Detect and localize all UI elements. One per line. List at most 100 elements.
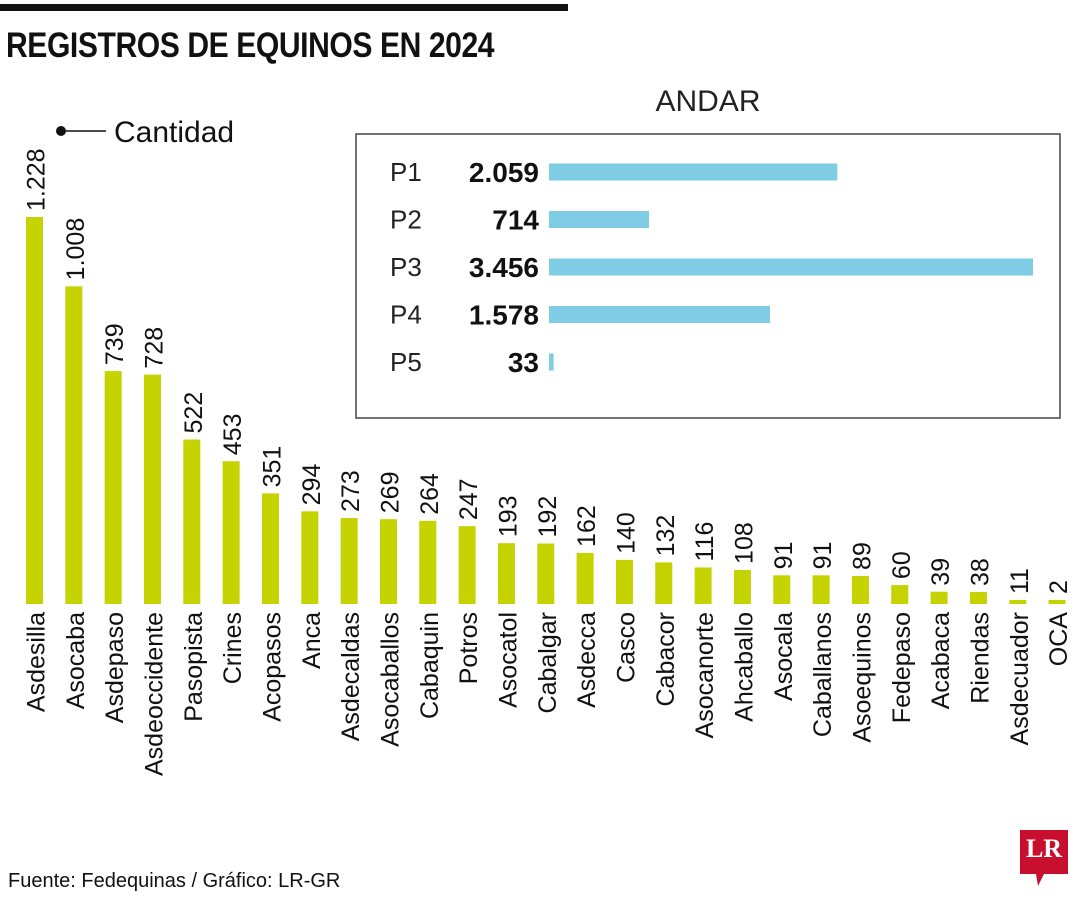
category-label: Cabacor bbox=[652, 612, 680, 707]
bar-asocaba bbox=[65, 286, 83, 604]
category-label: Caballanos bbox=[809, 612, 837, 737]
inset-bar-p3 bbox=[549, 258, 1033, 276]
bar-crines bbox=[222, 461, 240, 604]
bar-asoequinos bbox=[851, 575, 869, 604]
value-label: 91 bbox=[809, 542, 837, 570]
bar-asocatol bbox=[497, 543, 515, 604]
bar-asdesilla bbox=[26, 217, 43, 604]
lr-logo: LR bbox=[1020, 830, 1068, 886]
value-label: 728 bbox=[140, 327, 168, 369]
inset-value-label: 2.059 bbox=[469, 157, 539, 188]
value-label: 192 bbox=[534, 496, 562, 538]
inset-bar-p5 bbox=[549, 353, 554, 371]
category-label: Asocatol bbox=[494, 612, 522, 708]
inset-bar-p4 bbox=[549, 306, 770, 323]
value-label: 522 bbox=[180, 392, 208, 434]
bar-asdecaldas bbox=[340, 517, 358, 604]
value-label: 351 bbox=[258, 446, 286, 488]
inset-category-label: P5 bbox=[390, 347, 422, 377]
inset-value-label: 3.456 bbox=[469, 252, 539, 283]
value-label: 89 bbox=[848, 542, 876, 570]
bar-riendas bbox=[969, 592, 987, 604]
category-label: Asocala bbox=[770, 612, 798, 701]
bar-asdecuador bbox=[1009, 600, 1027, 604]
category-label: Asocaballos bbox=[376, 612, 404, 747]
value-label: 739 bbox=[101, 323, 129, 365]
logo-badge bbox=[1020, 830, 1068, 886]
inset-value-label: 714 bbox=[492, 205, 539, 236]
inset-category-label: P1 bbox=[390, 157, 422, 187]
value-label: 1.228 bbox=[23, 148, 51, 211]
category-label: Acopasos bbox=[258, 612, 286, 722]
inset-bar-chart: P1 2.059 P2 714 P3 3.456 P4 1.578 P5 33 bbox=[390, 157, 1033, 378]
category-label: Asdepaso bbox=[101, 612, 129, 723]
category-label: Cabalgar bbox=[534, 612, 562, 713]
value-label: 108 bbox=[730, 522, 758, 564]
value-label: 116 bbox=[691, 522, 719, 562]
value-label: 60 bbox=[888, 551, 916, 579]
bar-asdepaso bbox=[104, 371, 122, 604]
main-bar-chart: 1.228 Asdesilla 1.008 Asocaba 739 Asdepaso 728… bbox=[23, 148, 1074, 776]
category-label: Asdeoccidente bbox=[140, 612, 168, 776]
value-label: 273 bbox=[337, 470, 365, 512]
inset-bar-p1 bbox=[549, 163, 838, 181]
value-label: 38 bbox=[966, 558, 994, 586]
legend-label: Cantidad bbox=[114, 116, 234, 149]
value-label: 132 bbox=[652, 515, 680, 557]
bar-cabacor bbox=[655, 562, 673, 604]
category-label: Fedepaso bbox=[888, 612, 916, 723]
bar-fedepaso bbox=[891, 585, 909, 604]
bar-acabaca bbox=[930, 591, 948, 604]
category-label: Cabaquin bbox=[416, 612, 444, 719]
value-label: 1.008 bbox=[62, 218, 90, 281]
inset-category-label: P3 bbox=[390, 252, 422, 282]
inset-category-label: P2 bbox=[390, 205, 422, 235]
value-label: 247 bbox=[455, 478, 483, 520]
inset-bar-p2 bbox=[549, 211, 649, 228]
bar-pasopista bbox=[183, 439, 201, 604]
value-label: 140 bbox=[612, 512, 640, 554]
category-label: Asdecaldas bbox=[337, 612, 365, 741]
bar-asocanorte bbox=[694, 567, 712, 604]
category-label: Asdesilla bbox=[23, 612, 51, 712]
category-label: Asdecca bbox=[573, 612, 601, 708]
category-label: Riendas bbox=[966, 612, 994, 704]
category-label: Pasopista bbox=[180, 612, 208, 722]
category-label: Asdecuador bbox=[1006, 612, 1034, 745]
category-label: Potros bbox=[455, 612, 483, 684]
bar-caballanos bbox=[812, 575, 830, 604]
category-label: Acabaca bbox=[927, 612, 955, 709]
inset-frame bbox=[355, 133, 1061, 419]
bar-oca bbox=[1048, 600, 1066, 604]
inset-category-label: P4 bbox=[390, 300, 422, 330]
value-label: 91 bbox=[770, 542, 798, 570]
category-label: Asoequinos bbox=[848, 612, 876, 743]
value-label: 269 bbox=[376, 472, 404, 514]
bar-cabaquin bbox=[419, 520, 437, 604]
bar-anca bbox=[301, 511, 319, 604]
andar-inset: ANDAR P1 2.059 P2 714 P3 3.456 P4 1.578 P5 33 bbox=[355, 85, 1061, 419]
bar-ahcaballo bbox=[733, 569, 751, 604]
value-label: 193 bbox=[494, 495, 522, 537]
category-label: Casco bbox=[612, 612, 640, 683]
category-label: Ahcaballo bbox=[730, 612, 758, 722]
bar-cabalgar bbox=[537, 543, 555, 604]
inset-value-label: 1.578 bbox=[469, 300, 539, 331]
value-label: 11 bbox=[1006, 568, 1034, 594]
bar-asdecca bbox=[576, 552, 594, 604]
bar-acopasos bbox=[261, 493, 279, 604]
category-label: Asocanorte bbox=[691, 612, 719, 738]
value-label: 39 bbox=[927, 558, 955, 586]
category-label: OCA bbox=[1045, 612, 1073, 667]
legend: Cantidad bbox=[56, 116, 234, 149]
logo-text: LR bbox=[1025, 834, 1063, 863]
value-label: 162 bbox=[573, 505, 601, 547]
bar-asdeoccidente bbox=[143, 374, 161, 604]
header-rule bbox=[0, 4, 568, 11]
inset-value-label: 33 bbox=[508, 347, 539, 378]
value-label: 453 bbox=[219, 414, 247, 456]
category-label: Anca bbox=[298, 612, 326, 669]
bar-potros bbox=[458, 526, 476, 604]
bar-casco bbox=[615, 559, 633, 604]
